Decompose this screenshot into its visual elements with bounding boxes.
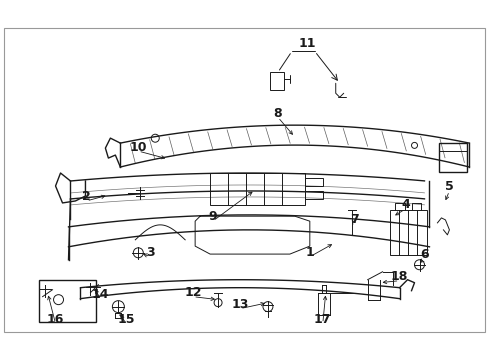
Bar [304, 191, 322, 199]
Bar [210, 173, 304, 205]
Text: 12: 12 [184, 286, 202, 299]
Text: 15: 15 [117, 313, 135, 326]
Text: 9: 9 [208, 210, 217, 224]
Bar [389, 210, 427, 255]
Text: 13: 13 [231, 298, 248, 311]
Text: 14: 14 [91, 288, 109, 301]
Bar [304, 178, 322, 186]
Bar [269, 72, 284, 90]
Text: 16: 16 [47, 313, 64, 326]
Text: 5: 5 [444, 180, 453, 193]
Text: 6: 6 [419, 248, 428, 261]
Text: 11: 11 [298, 37, 315, 50]
Text: 3: 3 [145, 246, 154, 259]
Text: 8: 8 [273, 107, 282, 120]
Text: 7: 7 [349, 213, 358, 226]
Text: 17: 17 [313, 313, 331, 326]
Text: 18: 18 [390, 270, 407, 283]
Text: 4: 4 [400, 198, 409, 211]
Text: 10: 10 [129, 141, 147, 154]
Bar [39, 280, 96, 321]
Text: 1: 1 [305, 246, 314, 259]
Bar [439, 143, 467, 172]
Text: 2: 2 [82, 190, 91, 203]
